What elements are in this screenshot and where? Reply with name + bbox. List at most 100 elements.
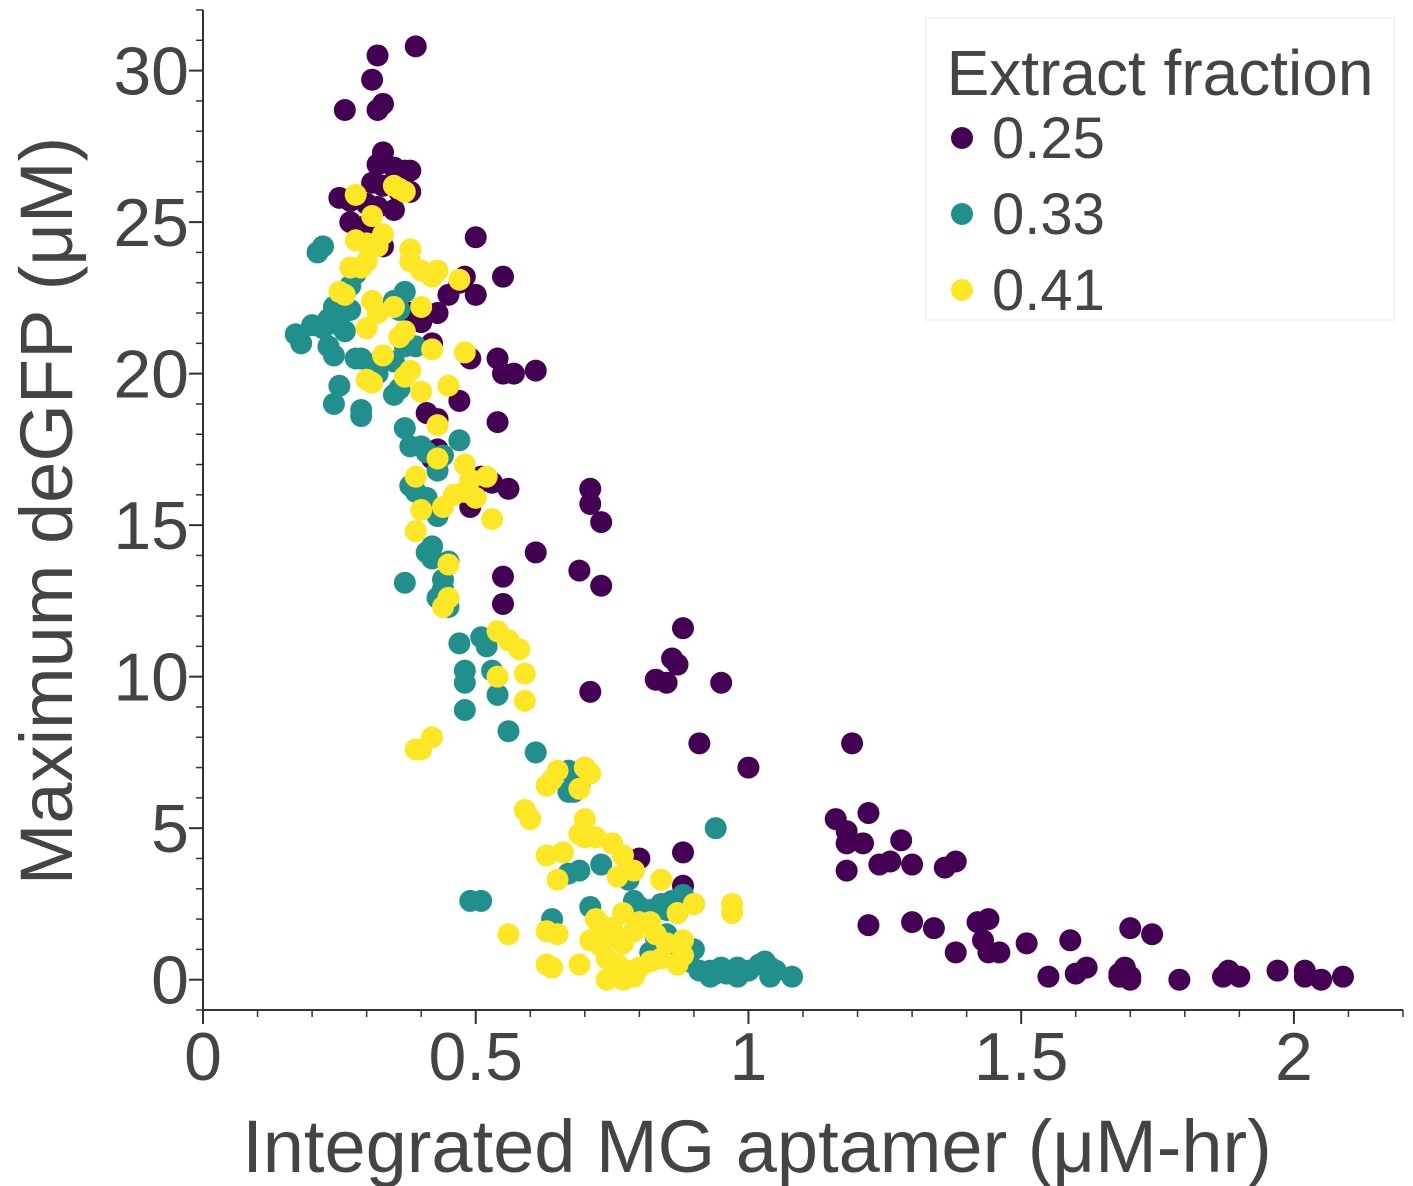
data-point [781, 965, 804, 988]
y-tick-label: 20 [113, 337, 189, 413]
data-point [410, 738, 433, 761]
data-point [399, 159, 422, 182]
data-point [333, 99, 356, 121]
data-point [513, 689, 536, 712]
data-point [448, 632, 471, 655]
data-point [1310, 968, 1333, 991]
data-point [355, 317, 378, 340]
data-point [688, 732, 711, 755]
data-point [579, 762, 602, 785]
data-point [546, 868, 569, 891]
x-tick-label: 2 [1275, 1019, 1313, 1095]
data-point [382, 199, 405, 221]
legend-title: Extract fraction [947, 37, 1374, 109]
data-point [393, 365, 416, 388]
y-tick-label: 30 [113, 34, 189, 110]
data-points [284, 35, 1354, 991]
data-point [1141, 923, 1164, 946]
data-point [306, 241, 329, 264]
data-point [339, 211, 362, 234]
data-point [704, 817, 727, 840]
legend-label: 0.25 [992, 106, 1105, 171]
legend-label: 0.33 [992, 182, 1105, 247]
legend-marker [951, 127, 973, 149]
data-point [350, 405, 373, 428]
data-point [388, 326, 411, 349]
data-point [901, 911, 924, 934]
data-point [361, 371, 384, 394]
data-point [393, 417, 416, 440]
data-point [366, 153, 389, 176]
data-point [579, 477, 602, 500]
data-point [568, 559, 591, 582]
data-point [1075, 956, 1098, 979]
data-point [492, 565, 514, 588]
data-point [535, 844, 558, 867]
data-point [655, 671, 678, 694]
data-point [322, 392, 345, 415]
data-point [361, 68, 384, 91]
data-point [835, 859, 858, 882]
data-point [841, 732, 864, 755]
data-point [410, 311, 433, 334]
data-point [393, 180, 416, 203]
data-point [590, 511, 613, 534]
data-point [366, 44, 389, 67]
series-0.25 [328, 35, 1354, 991]
data-point [524, 541, 547, 564]
data-point [344, 183, 367, 206]
data-point [879, 850, 902, 873]
data-point [404, 335, 427, 358]
data-point [726, 965, 749, 988]
data-point [552, 841, 574, 864]
data-point [590, 574, 613, 597]
data-point [448, 429, 471, 452]
data-point [612, 844, 634, 867]
data-point [322, 344, 345, 367]
data-point [672, 841, 694, 864]
data-point [486, 411, 509, 434]
data-point [1228, 965, 1251, 988]
data-point [437, 553, 460, 576]
data-point [481, 508, 504, 531]
data-point [1168, 968, 1191, 991]
y-tick-label: 5 [151, 791, 189, 867]
data-point [568, 953, 591, 976]
legend-frame [925, 17, 1395, 321]
data-point [464, 226, 487, 249]
data-point [426, 414, 449, 437]
data-point [448, 389, 471, 412]
data-point [502, 362, 525, 385]
data-point [312, 317, 334, 340]
legend-entries: 0.25 0.33 0.41 [951, 106, 1105, 323]
data-point [453, 699, 476, 721]
data-point [437, 283, 460, 306]
x-axis-label: Integrated MG aptamer (μM-hr) [242, 1105, 1272, 1186]
data-point [1015, 932, 1038, 955]
data-point [290, 332, 313, 355]
data-point [497, 923, 520, 946]
data-point [464, 486, 487, 509]
data-point [508, 638, 531, 661]
data-point [404, 520, 427, 543]
data-point [464, 283, 487, 306]
data-point [486, 683, 509, 706]
data-point [519, 808, 542, 831]
data-point [393, 571, 416, 594]
data-point [1293, 965, 1316, 988]
data-point [497, 720, 520, 743]
x-tick-label: 1.5 [974, 1019, 1069, 1095]
data-point [666, 902, 689, 925]
data-point [535, 774, 558, 797]
data-point [1037, 965, 1060, 988]
data-point [404, 35, 427, 58]
data-point [579, 492, 602, 515]
data-point [650, 868, 673, 891]
data-point [366, 235, 389, 258]
data-point [492, 592, 514, 615]
legend: Extract fraction 0.25 0.33 0.41 [925, 17, 1395, 323]
data-point [595, 968, 618, 991]
data-point [1332, 965, 1354, 988]
data-point [737, 756, 760, 779]
data-point [448, 268, 471, 291]
